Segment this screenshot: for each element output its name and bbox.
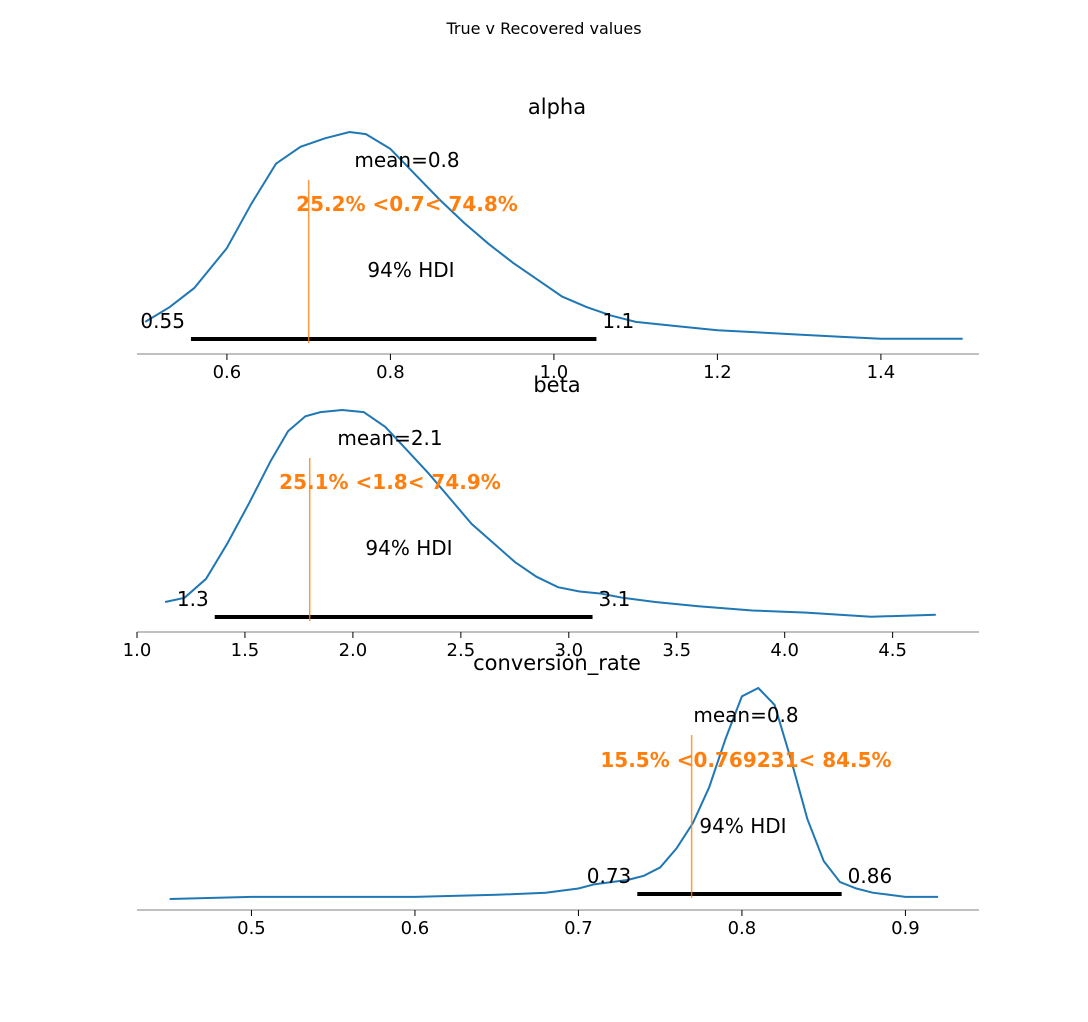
density-curve: [169, 686, 939, 900]
x-tick-label: 0.6: [213, 362, 242, 383]
x-tick-label: 1.0: [123, 640, 152, 661]
panel-conversion-rate: 0.5 0.6 0.7 0.8 0.9 conversion_rate mean=0.8 15…: [137, 651, 979, 939]
hdi-high-label: 0.86: [848, 864, 893, 888]
panel-title: alpha: [528, 95, 586, 119]
hdi-low-label: 0.73: [587, 864, 632, 888]
x-tick-label: 0.7: [564, 918, 593, 939]
figure-title: True v Recovered values: [445, 19, 641, 38]
panel-alpha: 0.6 0.8 1.0 1.2 1.4 alpha mean=0.8 25.2% <0.7< …: [137, 95, 979, 383]
x-tick-label: 3.5: [662, 640, 691, 661]
hdi-high-label: 3.1: [599, 587, 631, 611]
x-tick-label: 0.5: [237, 918, 266, 939]
mean-label: mean=2.1: [337, 426, 442, 450]
hdi-low-label: 1.3: [177, 587, 209, 611]
panels: 0.6 0.8 1.0 1.2 1.4 alpha mean=0.8 25.2% <0.7< …: [123, 95, 979, 939]
reference-label: 25.2% <0.7< 74.8%: [296, 192, 518, 216]
reference-label: 25.1% <1.8< 74.9%: [279, 470, 501, 494]
density-curve: [144, 130, 963, 340]
x-tick-label: 0.6: [401, 918, 430, 939]
density-curve: [164, 408, 936, 618]
x-tick-label: 1.4: [867, 362, 896, 383]
panel-title: beta: [533, 373, 580, 397]
x-tick-label: 0.8: [728, 918, 757, 939]
hdi-label: 94% HDI: [365, 536, 452, 560]
hdi-label: 94% HDI: [699, 814, 786, 838]
x-tick-label: 2.0: [339, 640, 368, 661]
x-tick-label: 1.0: [540, 362, 569, 383]
hdi-high-label: 1.1: [602, 309, 634, 333]
x-tick-label: 4.0: [770, 640, 799, 661]
mean-label: mean=0.8: [354, 148, 459, 172]
x-tick-label: 0.9: [891, 918, 920, 939]
panel-beta: 1.0 1.5 2.0 2.5 3.0 3.5 4.0 4.5 beta mean=2.1 25.1…: [123, 373, 979, 661]
mean-label: mean=0.8: [693, 703, 798, 727]
x-tick-label: 0.8: [376, 362, 405, 383]
reference-label: 15.5% <0.769231< 84.5%: [600, 748, 891, 772]
x-tick-label: 1.2: [703, 362, 732, 383]
x-tick-label: 3.0: [554, 640, 583, 661]
x-tick-label: 4.5: [878, 640, 907, 661]
hdi-label: 94% HDI: [367, 258, 454, 282]
panel-title: conversion_rate: [473, 651, 641, 676]
hdi-low-label: 0.55: [140, 309, 185, 333]
x-tick-label: 2.5: [447, 640, 476, 661]
x-tick-label: 1.5: [231, 640, 260, 661]
